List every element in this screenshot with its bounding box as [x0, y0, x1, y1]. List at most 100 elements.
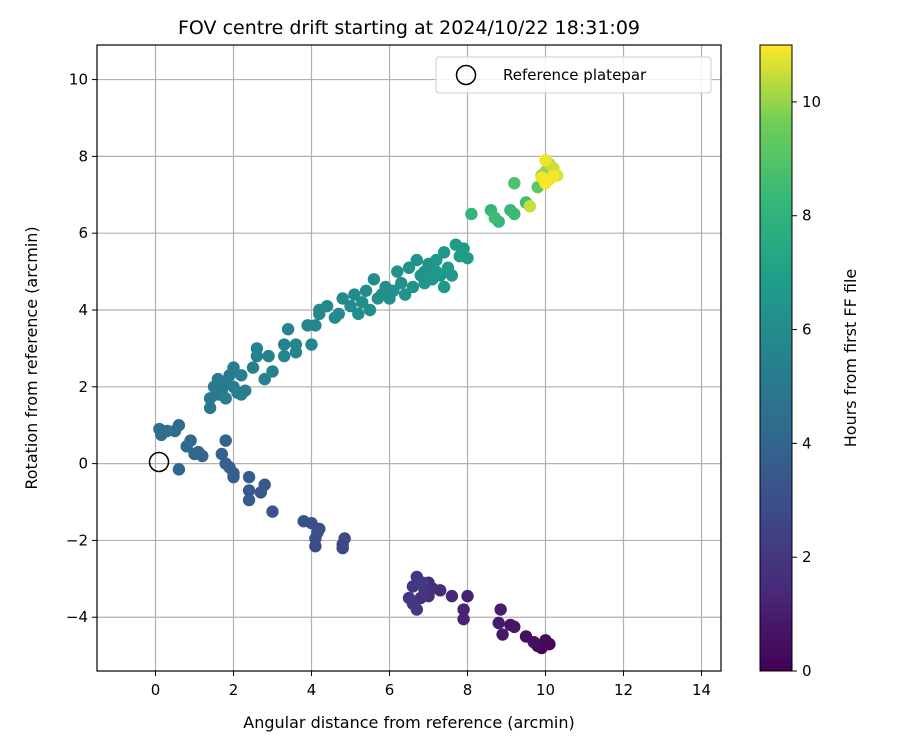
scatter-point [188, 447, 201, 461]
scatter-point [250, 342, 264, 355]
scatter-point [508, 620, 521, 634]
scatter-point [246, 361, 260, 374]
legend: Reference platepar [435, 56, 712, 94]
legend-marker [455, 64, 477, 86]
legend-entry-reference-platepar: Reference platepar [503, 66, 647, 84]
scatter-point [457, 242, 470, 255]
x-tick-label: 4 [307, 681, 317, 699]
scatter-point [309, 319, 322, 332]
scatter-point [437, 246, 451, 259]
scatter-point [363, 303, 377, 317]
scatter-point [445, 589, 459, 603]
grid-lines [97, 45, 721, 671]
scatter-point [203, 401, 217, 415]
colorbar-tick-label: 6 [802, 321, 812, 339]
y-tick-label: 10 [69, 71, 88, 89]
scatter-point [430, 253, 443, 267]
scatter-point [227, 470, 240, 484]
scatter-point [437, 280, 451, 294]
scatter-point [402, 261, 416, 274]
x-tick-label: 2 [229, 681, 239, 699]
scatter-point [461, 251, 474, 265]
x-tick-label: 12 [614, 681, 633, 699]
scatter-point [320, 299, 334, 313]
data-points [153, 154, 564, 655]
chart-title: FOV centre drift starting at 2024/10/22 … [178, 17, 640, 39]
scatter-point [235, 369, 248, 382]
scatter-point [527, 635, 540, 649]
scatter-point [242, 470, 256, 484]
scatter-point [367, 273, 381, 286]
scatter-point [488, 211, 501, 225]
plot-frame [96, 44, 722, 672]
scatter-point [219, 392, 232, 405]
scatter-point [496, 628, 509, 641]
x-tick-label: 14 [692, 681, 711, 699]
scatter-point [239, 384, 252, 397]
scatter-point [418, 276, 431, 290]
scatter-point [457, 603, 470, 616]
reference-platepar-marker [148, 451, 170, 473]
scatter-point [184, 434, 197, 447]
scatter-point [398, 288, 412, 301]
scatter-point [172, 463, 186, 476]
scatter-point [359, 284, 373, 297]
colorbar-tick-label: 0 [802, 662, 812, 680]
x-tick-label: 10 [536, 681, 555, 699]
scatter-point [539, 154, 552, 167]
scatter-point [461, 589, 474, 603]
scatter-point [219, 434, 232, 447]
scatter-point [356, 296, 369, 309]
scatter-point [336, 292, 349, 305]
scatter-point [258, 372, 271, 386]
scatter-point [416, 576, 429, 589]
scatter-point [406, 280, 420, 294]
scatter-point [430, 265, 443, 278]
x-tick-label: 0 [151, 681, 161, 699]
y-axis-ticks: −4 −2 0 2 4 6 8 10 [66, 71, 97, 626]
colorbar [759, 44, 793, 672]
scatter-point [406, 580, 420, 593]
scatter-point [161, 424, 174, 438]
y-axis-label: Rotation from reference (arcmin) [22, 226, 41, 489]
x-tick-label: 8 [463, 681, 473, 699]
scatter-point [338, 532, 351, 545]
y-tick-label: 8 [78, 147, 88, 165]
scatter-point [445, 269, 459, 282]
scatter-point [289, 346, 303, 359]
y-tick-label: 0 [78, 455, 88, 473]
scatter-point [242, 484, 256, 497]
scatter-point [215, 447, 228, 461]
scatter-point [281, 322, 295, 336]
scatter-point [305, 338, 318, 351]
scatter-point [508, 207, 521, 221]
scatter-point [227, 380, 240, 394]
scatter-point [278, 338, 291, 351]
y-tick-label: −2 [66, 531, 88, 549]
scatter-point [387, 284, 400, 297]
scatter-point [278, 349, 291, 363]
scatter-point [492, 616, 505, 630]
y-tick-label: 4 [78, 301, 88, 319]
scatter-point [352, 307, 365, 321]
scatter-point [410, 603, 423, 616]
scatter-point [266, 505, 279, 518]
x-tick-label: 6 [385, 681, 395, 699]
scatter-point [242, 493, 256, 507]
scatter-point [539, 177, 552, 190]
scatter-point [523, 200, 537, 213]
colorbar-tick-label: 4 [802, 434, 812, 452]
scatter-point [494, 603, 507, 616]
colorbar-ticks: 0 2 4 6 8 10 [792, 93, 821, 680]
scatter-point [410, 253, 423, 267]
scatter-point [266, 365, 279, 378]
scatter-point [348, 288, 361, 301]
scatter-point [457, 612, 470, 626]
scatter-point [311, 526, 324, 539]
legend-box [435, 56, 712, 94]
x-axis-label: Angular distance from reference (arcmin) [243, 713, 574, 732]
scatter-point [336, 541, 349, 555]
y-tick-label: 2 [78, 378, 88, 396]
scatter-point [227, 361, 240, 374]
